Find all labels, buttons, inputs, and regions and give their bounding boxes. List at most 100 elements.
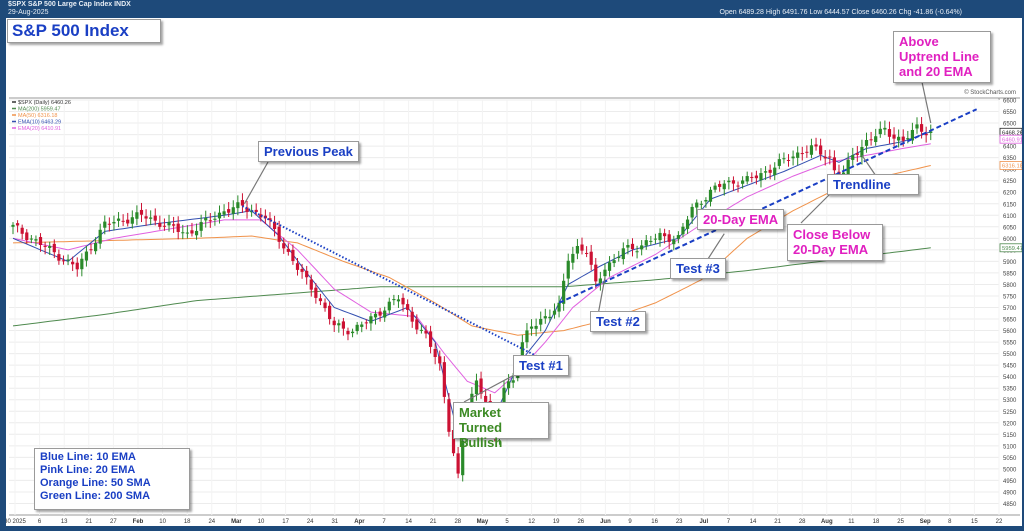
candle-body bbox=[369, 316, 373, 324]
annotation-above-uptrend: Above Uptrend Line and 20 EMA bbox=[893, 31, 991, 83]
candle-body bbox=[144, 216, 148, 219]
candle-body bbox=[240, 200, 245, 206]
y-tick-label: 5200 bbox=[1003, 421, 1017, 427]
x-tick-label: Feb bbox=[133, 519, 144, 525]
candle-body bbox=[763, 171, 768, 173]
candle-body bbox=[153, 215, 157, 221]
candle-body bbox=[419, 329, 424, 331]
candle-body bbox=[819, 145, 823, 155]
y-tick-label: 5300 bbox=[1003, 398, 1017, 404]
x-tick-label: 8 bbox=[948, 519, 952, 525]
candle-body bbox=[828, 156, 832, 158]
y-tick-label: 5550 bbox=[1003, 341, 1017, 347]
y-tick-label: 6300 bbox=[1003, 168, 1017, 174]
y-tick-label: 5000 bbox=[1003, 467, 1017, 473]
candle-body bbox=[217, 212, 222, 219]
key-green-line: Green Line: 200 SMA bbox=[40, 490, 151, 502]
x-tick-label: 9 bbox=[628, 519, 632, 525]
x-tick-label: 28 bbox=[454, 519, 461, 525]
candle-body bbox=[754, 175, 758, 179]
y-tick-label: 6400 bbox=[1003, 145, 1017, 151]
candle-body bbox=[722, 183, 726, 190]
x-tick-label: 12 bbox=[528, 519, 535, 525]
candle-body bbox=[685, 219, 690, 229]
ema20-line bbox=[12, 143, 931, 394]
candle-body bbox=[727, 180, 731, 183]
candle-body bbox=[851, 155, 855, 160]
candle-body bbox=[892, 134, 896, 139]
candle-body bbox=[713, 185, 717, 190]
candle-body bbox=[176, 223, 180, 232]
candle-body bbox=[66, 259, 70, 261]
candle-body bbox=[695, 202, 699, 208]
y-tick-label: 6250 bbox=[1003, 179, 1017, 185]
y-tick-label: 5350 bbox=[1003, 387, 1017, 393]
candle-body bbox=[208, 220, 212, 222]
candle-body bbox=[584, 252, 589, 254]
candle-body bbox=[548, 316, 552, 319]
candle-body bbox=[52, 243, 56, 253]
chart-date: 29-Aug-2025 bbox=[8, 9, 49, 16]
x-tick-label: 21 bbox=[774, 519, 781, 525]
candle-body bbox=[80, 258, 84, 270]
key-orange-line: Orange Line: 50 SMA bbox=[40, 477, 151, 489]
candle-body bbox=[456, 453, 460, 474]
candle-body bbox=[135, 212, 139, 219]
x-tick-label: 14 bbox=[750, 519, 757, 525]
candle-body bbox=[277, 226, 281, 242]
candle-body bbox=[364, 322, 368, 324]
y-tick-label: 5100 bbox=[1003, 444, 1017, 450]
candle-body bbox=[433, 348, 437, 357]
candle-body bbox=[814, 144, 818, 147]
candle-body bbox=[667, 234, 671, 242]
candle-body bbox=[607, 262, 612, 271]
candle-body bbox=[268, 218, 272, 221]
candle-body bbox=[832, 157, 836, 171]
candle-body bbox=[199, 222, 203, 231]
y-tick-label: 5050 bbox=[1003, 456, 1017, 462]
candle-body bbox=[883, 127, 887, 130]
candle-body bbox=[575, 245, 580, 254]
candle-body bbox=[272, 221, 277, 229]
candle-body bbox=[782, 158, 786, 160]
candle-body bbox=[167, 222, 171, 226]
x-tick-label: 23 bbox=[676, 519, 683, 525]
y-tick-label: 4850 bbox=[1003, 502, 1017, 508]
candle-body bbox=[589, 251, 593, 265]
indicator-legend-label: MA(50) 6316.18 bbox=[18, 113, 57, 119]
candle-body bbox=[511, 380, 515, 383]
candle-body bbox=[663, 233, 667, 237]
candle-body bbox=[929, 131, 933, 133]
annotation-pointer bbox=[243, 161, 269, 205]
candle-body bbox=[704, 199, 708, 202]
candle-body bbox=[805, 151, 809, 153]
y-tick-label: 5500 bbox=[1003, 352, 1017, 358]
y-tick-label: 6500 bbox=[1003, 122, 1017, 128]
candle-body bbox=[562, 280, 566, 304]
candle-body bbox=[442, 362, 446, 397]
candle-body bbox=[598, 278, 602, 284]
chart-header: $SPX S&P 500 Large Cap Index INDX 29-Aug… bbox=[6, 0, 1022, 18]
x-tick-label: 16 bbox=[651, 519, 658, 525]
candle-body bbox=[121, 220, 125, 222]
x-tick-label: 28 bbox=[799, 519, 806, 525]
y-tick-label: 6050 bbox=[1003, 225, 1017, 231]
x-tick-label: 24 bbox=[208, 519, 215, 525]
candle-body bbox=[286, 248, 290, 252]
candle-body bbox=[428, 331, 433, 347]
candle-body bbox=[690, 206, 694, 218]
price-tag-label: 6316.18 bbox=[1002, 164, 1022, 170]
candle-body bbox=[48, 246, 52, 248]
x-tick-label: 10 bbox=[258, 519, 265, 525]
candle-body bbox=[823, 156, 827, 159]
candle-body bbox=[337, 323, 341, 326]
candle-body bbox=[341, 321, 345, 329]
candle-body bbox=[566, 260, 570, 279]
candle-body bbox=[190, 230, 194, 234]
candle-body bbox=[594, 264, 598, 282]
candle-body bbox=[708, 189, 713, 202]
candle-body bbox=[855, 153, 859, 155]
y-tick-label: 5650 bbox=[1003, 318, 1017, 324]
candle-body bbox=[43, 245, 47, 247]
